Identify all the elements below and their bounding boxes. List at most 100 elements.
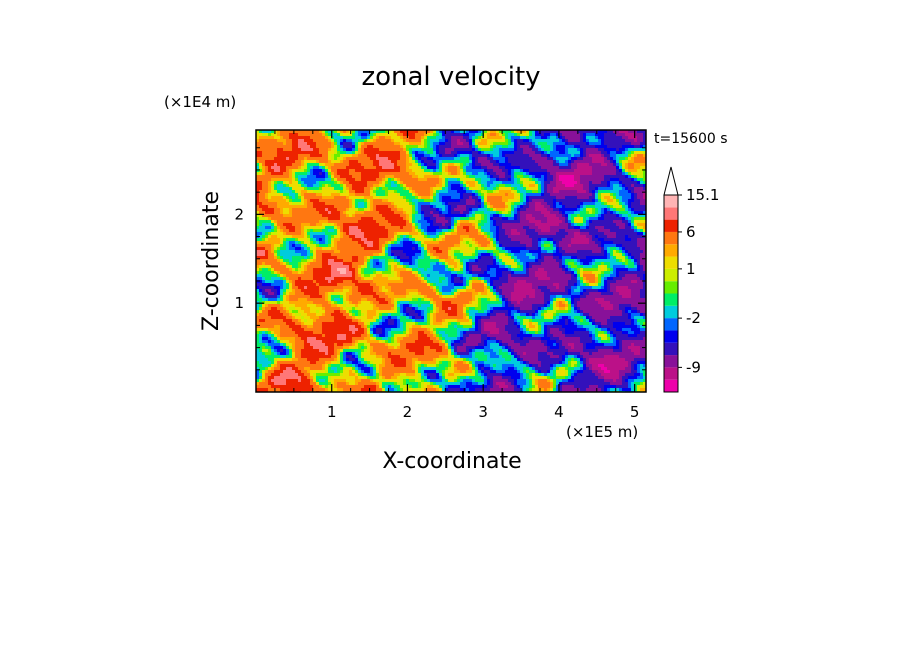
heatmap-cell <box>328 139 332 143</box>
heatmap-cell <box>487 130 491 134</box>
heatmap-cell <box>286 142 290 146</box>
heatmap-cell <box>400 139 404 143</box>
heatmap-cell <box>523 142 527 146</box>
heatmap-cell <box>346 133 350 137</box>
heatmap-cell <box>553 139 557 143</box>
heatmap-cell <box>379 130 383 134</box>
heatmap-cell <box>538 136 542 140</box>
heatmap-cell <box>553 133 557 137</box>
heatmap-cell <box>604 142 608 146</box>
heatmap-cell <box>619 133 623 137</box>
heatmap-cell <box>256 133 260 137</box>
heatmap-cell <box>559 139 563 143</box>
heatmap-cell <box>517 139 521 143</box>
heatmap-cell <box>637 136 641 140</box>
heatmap-cell <box>472 133 476 137</box>
heatmap-cell <box>442 142 446 146</box>
heatmap-cell <box>475 133 479 137</box>
heatmap-cell <box>406 142 410 146</box>
heatmap-field <box>256 130 646 392</box>
heatmap-cell <box>346 136 350 140</box>
heatmap-cell <box>256 136 260 140</box>
heatmap-cell <box>352 130 356 134</box>
heatmap-cell <box>514 142 518 146</box>
heatmap-cell <box>637 133 641 137</box>
heatmap-cell <box>259 139 263 143</box>
heatmap-cell <box>643 139 646 143</box>
heatmap-cell <box>412 133 416 137</box>
heatmap-cell <box>568 136 572 140</box>
heatmap-cell <box>454 133 458 137</box>
heatmap-cell <box>271 142 275 146</box>
heatmap-cell <box>520 133 524 137</box>
heatmap-cell <box>388 139 392 143</box>
heatmap-cell <box>547 133 551 137</box>
heatmap-cell <box>622 133 626 137</box>
heatmap-cell <box>262 139 266 143</box>
heatmap-cell <box>385 130 389 134</box>
heatmap-cell <box>271 136 275 140</box>
heatmap-cell <box>256 142 260 146</box>
heatmap-cell <box>376 133 380 137</box>
heatmap-cell <box>583 133 587 137</box>
heatmap-cell <box>556 136 560 140</box>
heatmap-cell <box>508 139 512 143</box>
heatmap-cell <box>451 133 455 137</box>
heatmap-cell <box>289 130 293 134</box>
heatmap-cell <box>568 130 572 134</box>
heatmap-cell <box>550 133 554 137</box>
heatmap-cell <box>559 133 563 137</box>
heatmap-cell <box>631 139 635 143</box>
heatmap-cell <box>331 130 335 134</box>
heatmap-cell <box>616 136 620 140</box>
heatmap-cell <box>355 145 359 149</box>
heatmap-cell <box>517 136 521 140</box>
heatmap-cell <box>592 142 596 146</box>
heatmap-cell <box>304 145 308 149</box>
heatmap-cell <box>520 142 524 146</box>
heatmap-cell <box>469 130 473 134</box>
heatmap-cell <box>370 130 374 134</box>
heatmap-cell <box>499 133 503 137</box>
heatmap-cell <box>409 130 413 134</box>
heatmap-cell <box>502 139 506 143</box>
heatmap-cell <box>319 139 323 143</box>
heatmap-cell <box>418 133 422 137</box>
heatmap-cell <box>298 145 302 149</box>
heatmap-cell <box>370 136 374 140</box>
heatmap-cell <box>316 133 320 137</box>
heatmap-cell <box>445 133 449 137</box>
heatmap-cell <box>565 139 569 143</box>
heatmap-cell <box>490 139 494 143</box>
heatmap-cell <box>526 130 530 134</box>
heatmap-cell <box>373 142 377 146</box>
heatmap-cell <box>526 136 530 140</box>
heatmap-cell <box>466 139 470 143</box>
heatmap-cell <box>538 139 542 143</box>
heatmap-cell <box>424 133 428 137</box>
heatmap-cell <box>403 139 407 143</box>
heatmap-cell <box>562 133 566 137</box>
heatmap-cell <box>415 130 419 134</box>
heatmap-cell <box>484 136 488 140</box>
heatmap-cell <box>436 139 440 143</box>
heatmap-cell <box>565 133 569 137</box>
heatmap-cell <box>604 133 608 137</box>
heatmap-cell <box>607 139 611 143</box>
heatmap-cell <box>391 130 395 134</box>
heatmap-cell <box>571 139 575 143</box>
heatmap-cell <box>496 136 500 140</box>
heatmap-cell <box>538 133 542 137</box>
heatmap-cell <box>493 139 497 143</box>
heatmap-cell <box>367 139 371 143</box>
heatmap-cell <box>559 130 563 134</box>
heatmap-cell <box>529 139 533 143</box>
heatmap-cell <box>283 142 287 146</box>
heatmap-cell <box>310 145 314 149</box>
heatmap-cell <box>505 142 509 146</box>
heatmap-cell <box>268 139 272 143</box>
heatmap-cell <box>607 133 611 137</box>
heatmap-cell <box>385 142 389 146</box>
heatmap-cell <box>397 142 401 146</box>
heatmap-cell <box>280 142 284 146</box>
